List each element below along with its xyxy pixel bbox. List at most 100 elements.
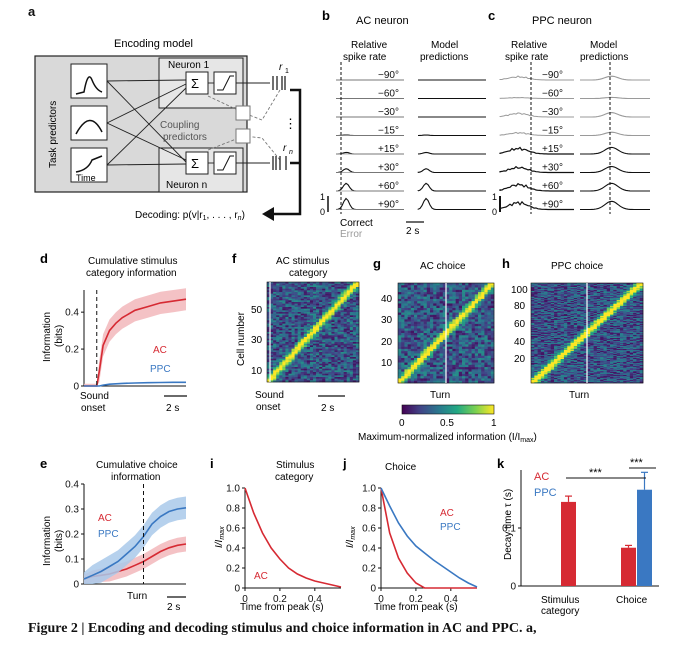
panel-g-cell <box>417 310 421 313</box>
panel-f-cell <box>349 297 354 299</box>
panel-h-cell <box>557 299 561 301</box>
panel-h-cell <box>633 317 637 319</box>
panel-h-cell <box>600 317 604 319</box>
panel-d-ylabel-1: Information <box>42 312 53 362</box>
panel-h-cell <box>573 317 578 319</box>
panel-g-cell <box>433 348 437 352</box>
panel-f-cell <box>276 310 280 313</box>
panel-g-cell <box>474 301 479 304</box>
panel-g-cell <box>455 308 460 311</box>
panel-f-cell <box>297 353 302 356</box>
panel-g-cell <box>430 321 434 325</box>
panel-h-cell <box>593 284 598 286</box>
panel-f-cell <box>355 305 360 308</box>
panel-g-cell <box>458 319 463 322</box>
panel-g-cell <box>458 348 463 352</box>
panel-h-cell <box>626 291 631 293</box>
panel-f-cell <box>349 348 354 351</box>
panel-f-cell <box>319 295 323 298</box>
panel-h-cell <box>619 292 624 294</box>
panel-h-cell <box>560 332 565 334</box>
panel-h-cell <box>554 290 558 292</box>
panel-h-cell <box>544 329 548 331</box>
panel-h-cell <box>639 330 644 332</box>
panel-g-cell <box>407 348 412 352</box>
panel-g-cell <box>417 369 421 372</box>
panel-f-cell <box>331 337 335 339</box>
panel-h-cell <box>531 290 535 292</box>
panel-f-cell <box>355 282 360 284</box>
panel-f-cell <box>343 347 348 349</box>
panel-h-cell <box>633 301 637 303</box>
panel-h-cell <box>613 306 617 308</box>
panel-f-cell <box>349 347 354 349</box>
panel-g-cell <box>423 330 428 334</box>
panel-g-cell <box>471 371 476 375</box>
panel-h-cell <box>610 304 614 306</box>
panel-f-cell <box>306 332 311 334</box>
panel-f-cell <box>300 340 305 343</box>
panel-f-cell <box>322 330 326 333</box>
panel-f-cell <box>279 322 283 324</box>
panel-f-cell <box>340 367 344 369</box>
panel-f-cell <box>285 368 289 371</box>
panel-f-cell <box>346 365 351 368</box>
panel-h-cell <box>570 321 575 323</box>
panel-h-cell <box>633 310 637 312</box>
panel-h-cell <box>567 309 571 311</box>
panel-g-cell <box>442 358 447 361</box>
panel-g-cell <box>436 346 440 350</box>
panel-h-cell <box>573 329 578 331</box>
panel-g-cell <box>426 378 431 382</box>
panel-h-cell <box>623 292 627 294</box>
panel-f-cell <box>355 372 360 374</box>
panel-g-cell <box>446 351 450 354</box>
panel-g-cell <box>430 292 434 295</box>
panel-g-cell <box>417 285 421 288</box>
panel-f-cell <box>355 307 360 309</box>
panel-f-cell <box>300 328 305 331</box>
panel-f-cell <box>316 347 320 349</box>
panel-f-cell <box>285 292 289 294</box>
panel-f-cell <box>279 305 283 308</box>
panel-g-cell <box>423 287 428 291</box>
panel-f-cell <box>300 350 305 353</box>
panel-f-cell <box>340 283 344 286</box>
panel-g-cell <box>410 337 415 341</box>
panel-h-cell <box>623 303 627 305</box>
panel-f-cell <box>297 370 302 373</box>
panel-g-cell <box>401 351 405 354</box>
panel-h-cell <box>544 323 548 325</box>
panel-f-cell <box>309 347 314 349</box>
panel-g-cell <box>468 362 472 366</box>
panel-h-cell <box>537 284 542 286</box>
panel-f-cell <box>300 303 305 306</box>
panel-g-cell <box>442 353 447 357</box>
panel-f-cell <box>267 318 271 321</box>
panel-h-cell <box>550 318 555 320</box>
panel-h-cell <box>639 327 644 329</box>
panel-h-cell <box>534 317 538 319</box>
panel-f-cell <box>294 365 298 368</box>
panel-h-cell <box>557 285 561 287</box>
panel-g-cell <box>439 367 444 370</box>
panel-f-cell <box>322 322 326 324</box>
panel-g-cell <box>487 355 492 359</box>
panel-f-cell <box>319 355 323 358</box>
panel-g-cell <box>442 310 447 313</box>
panel-g-cell <box>455 373 460 377</box>
panel-f-cell <box>306 343 311 346</box>
panel-h-cell <box>587 323 591 325</box>
panel-h-cell <box>557 315 561 317</box>
panel-h-cell <box>577 293 581 295</box>
panel-h-cell <box>587 328 591 330</box>
panel-g-cell <box>474 310 479 313</box>
panel-f-cell <box>349 302 354 304</box>
panel-g-cell <box>401 380 405 384</box>
panel-f-cell <box>267 363 271 366</box>
panel-h-cell <box>557 317 561 319</box>
panel-g-cell <box>455 376 460 379</box>
panel-h-cell <box>567 290 571 292</box>
panel-g-cell <box>423 303 428 307</box>
panel-g-cell <box>439 378 444 382</box>
